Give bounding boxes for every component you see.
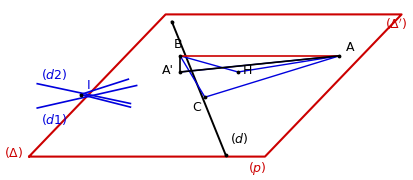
- Text: $(p)$: $(p)$: [248, 160, 266, 177]
- Text: $(d)$: $(d)$: [229, 131, 248, 146]
- Text: $(\Delta')$: $(\Delta')$: [384, 16, 406, 32]
- Text: C: C: [192, 101, 200, 114]
- Text: $(d2)$: $(d2)$: [41, 67, 68, 82]
- Text: $(\Delta)$: $(\Delta)$: [4, 145, 23, 160]
- Text: H: H: [242, 64, 252, 77]
- Text: B: B: [173, 38, 182, 51]
- Text: I: I: [87, 79, 90, 92]
- Text: $(d1)$: $(d1)$: [41, 112, 68, 127]
- Text: A: A: [345, 41, 354, 54]
- Text: A': A': [161, 64, 173, 77]
